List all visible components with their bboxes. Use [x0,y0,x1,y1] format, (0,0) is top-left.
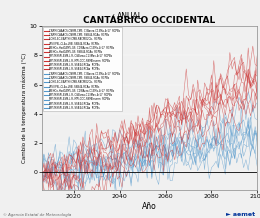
Legend: CNRM-CAAACS-CNRM-CM5, ClWarea-C13Ma-4r17  RCPBs, CNRM-CAAACS-CNRM-CM5, SSB44-RCA: CNRM-CAAACS-CNRM-CM5, ClWarea-C13Ma-4r17… [43,27,122,111]
Text: © Agencia Estatal de Meteorología: © Agencia Estatal de Meteorología [3,213,71,217]
Title: CANTÁBRICO OCCIDENTAL: CANTÁBRICO OCCIDENTAL [83,16,216,25]
Y-axis label: Cambio de la temperatura máxima (°C): Cambio de la temperatura máxima (°C) [21,53,27,163]
X-axis label: Año: Año [142,202,157,211]
Text: ANUAL: ANUAL [117,12,143,21]
Text: ► aemet: ► aemet [226,212,255,217]
